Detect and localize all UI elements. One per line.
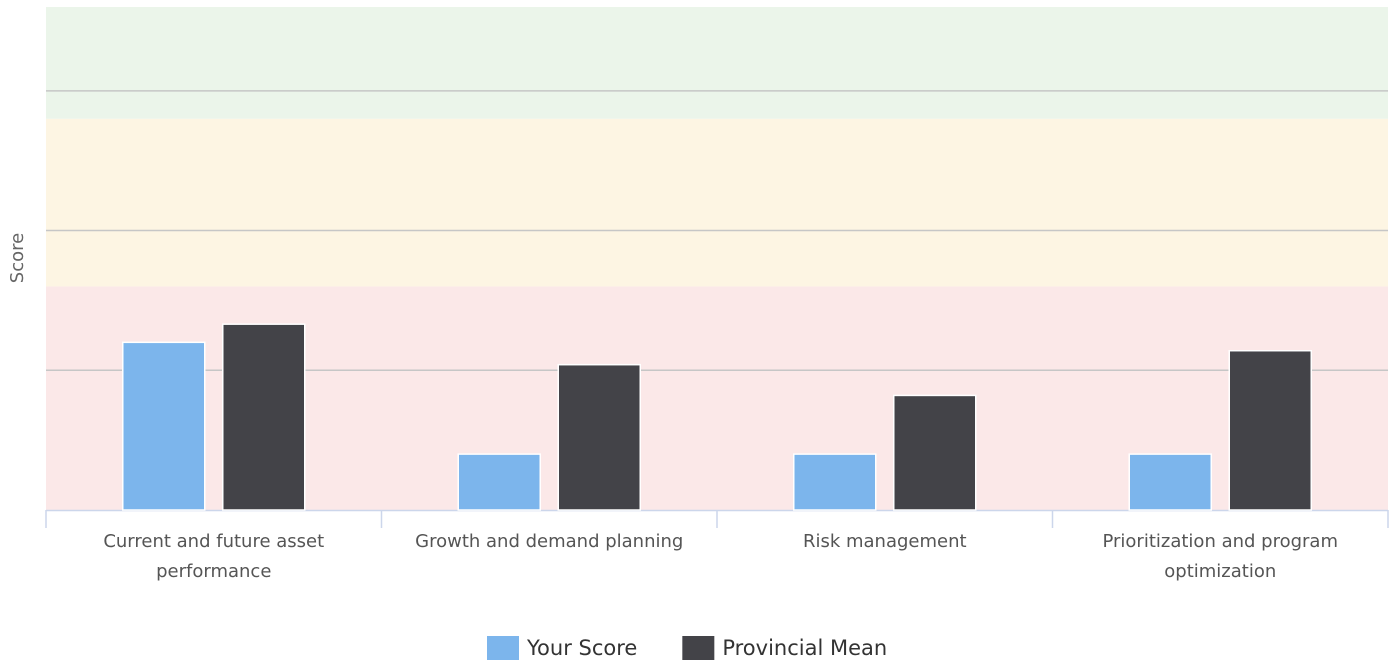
legend-swatch [682,636,715,660]
legend-swatch [487,636,519,660]
bar [893,394,977,511]
x-tick-label: Risk management [802,531,967,552]
bar [222,323,306,511]
bar [457,453,541,511]
bar [1128,453,1212,511]
bar [557,363,641,511]
plot-band [46,7,1388,119]
legend-label: Provincial Mean [722,636,887,660]
x-tick-label: Prioritization and program optimization [1102,531,1338,582]
legend-label: Your Score [526,636,637,660]
x-tick-label: Growth and demand planning [415,531,684,552]
x-tick-label: Current and future asset performance [103,531,325,582]
bar [1228,349,1312,511]
y-axis-title: Score [7,233,28,283]
bar [122,341,206,511]
bar [793,453,877,511]
plot-band [46,118,1388,287]
